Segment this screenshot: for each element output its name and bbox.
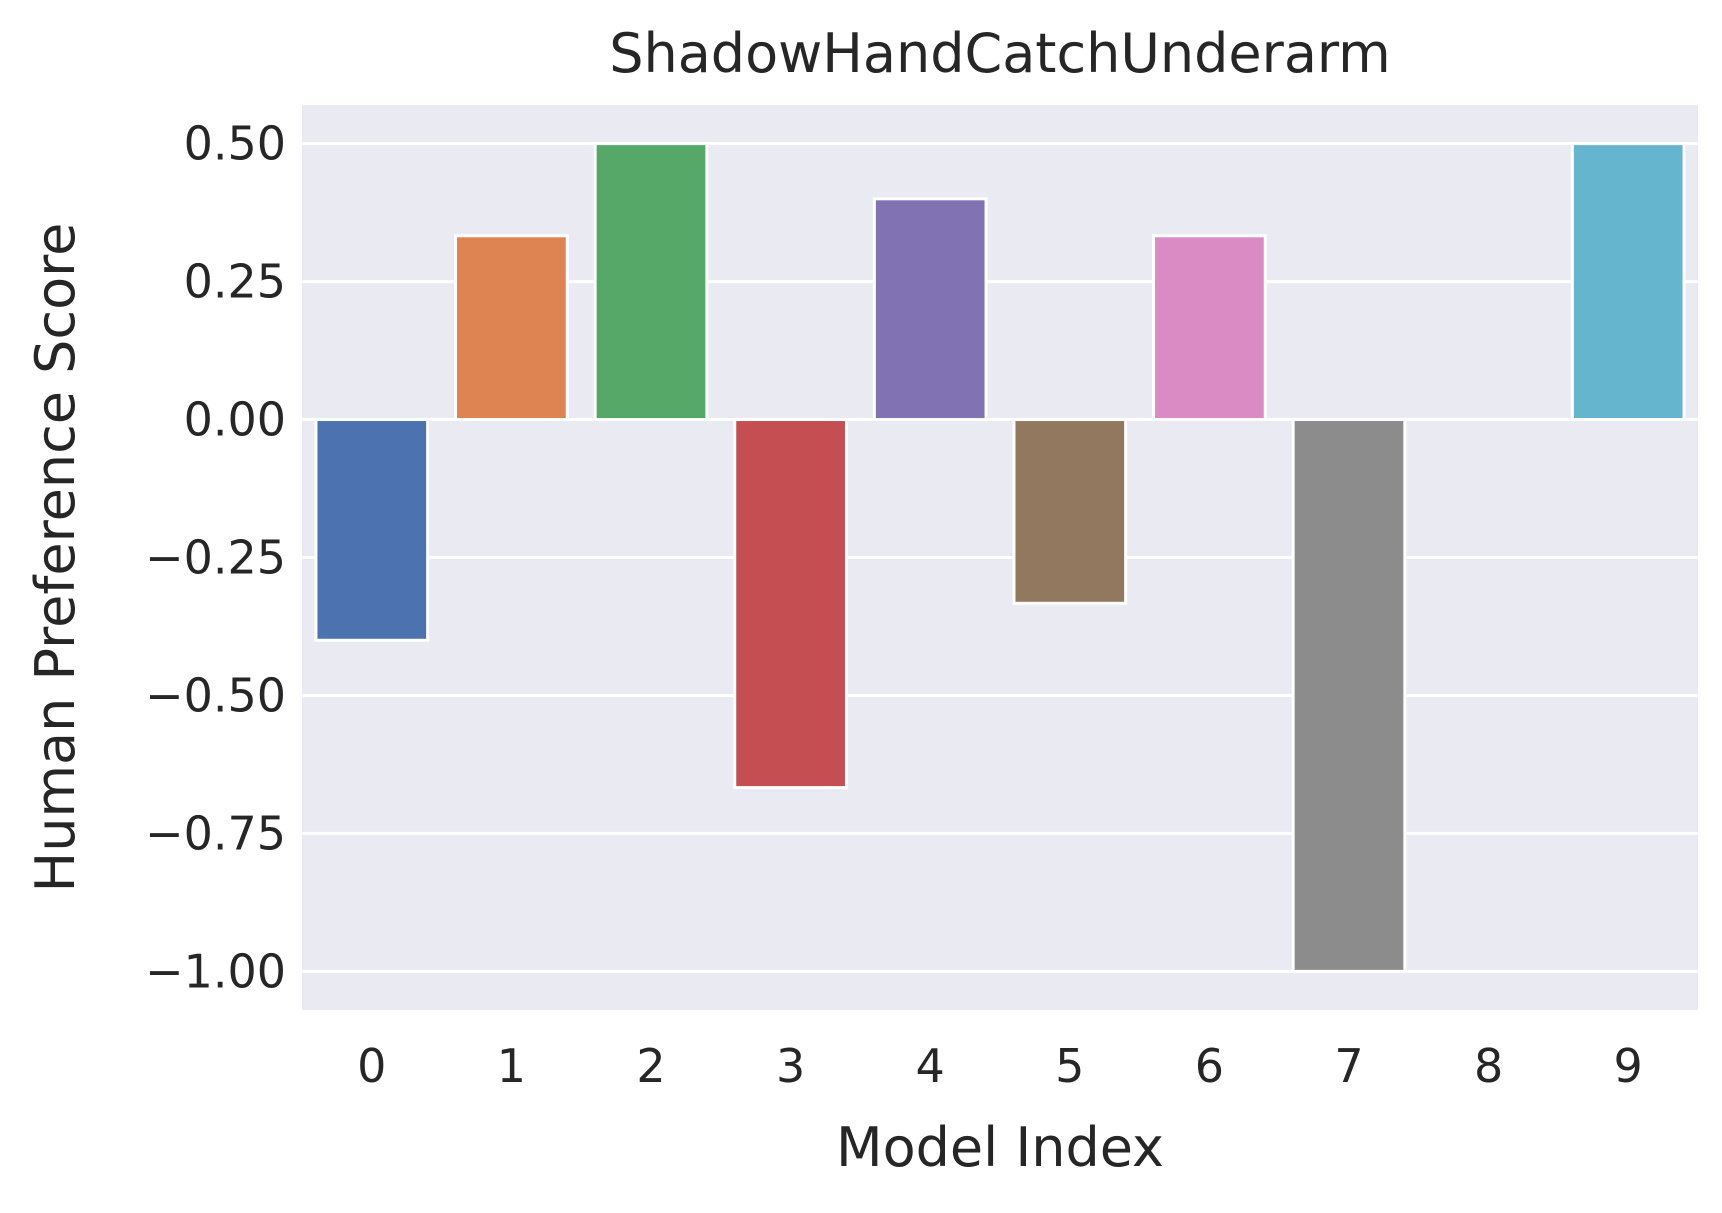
x-tick-label: 7 xyxy=(1334,1039,1363,1093)
bar-0 xyxy=(314,418,430,642)
y-axis-ticks: 0.50 0.25 0.00 −0.25 −0.50 −0.75 −1.00 xyxy=(145,117,286,999)
y-axis-label: Human Preference Score xyxy=(24,223,87,893)
y-tick-label: −0.50 xyxy=(145,668,286,722)
bar-2 xyxy=(593,142,709,422)
chart-title: ShadowHandCatchUnderarm xyxy=(609,22,1391,85)
x-tick-label: 3 xyxy=(776,1039,805,1093)
x-tick-label: 9 xyxy=(1614,1039,1643,1093)
x-tick-label: 8 xyxy=(1474,1039,1503,1093)
bar-3 xyxy=(733,418,848,790)
x-axis-label: Model Index xyxy=(836,1116,1164,1179)
x-tick-label: 4 xyxy=(916,1039,945,1093)
x-tick-label: 1 xyxy=(497,1039,526,1093)
y-tick-label: 0.00 xyxy=(184,393,286,447)
x-tick-label: 6 xyxy=(1195,1039,1224,1093)
bar-6 xyxy=(1152,234,1267,422)
x-tick-label: 0 xyxy=(357,1039,386,1093)
bar-4 xyxy=(872,197,988,422)
bar-1 xyxy=(454,234,569,422)
x-tick-label: 5 xyxy=(1055,1039,1084,1093)
bar-7 xyxy=(1291,418,1407,973)
x-axis-ticks: 0 1 2 3 4 5 6 7 8 9 xyxy=(357,1039,1643,1093)
bar-9 xyxy=(1570,142,1686,422)
bar-5 xyxy=(1012,418,1128,605)
y-tick-label: 0.50 xyxy=(184,117,286,171)
bars xyxy=(314,142,1686,973)
y-tick-label: −0.75 xyxy=(145,806,286,860)
y-tick-label: −0.25 xyxy=(145,531,286,585)
x-tick-label: 2 xyxy=(636,1039,665,1093)
y-tick-label: 0.25 xyxy=(184,255,286,309)
y-tick-label: −1.00 xyxy=(145,944,286,998)
